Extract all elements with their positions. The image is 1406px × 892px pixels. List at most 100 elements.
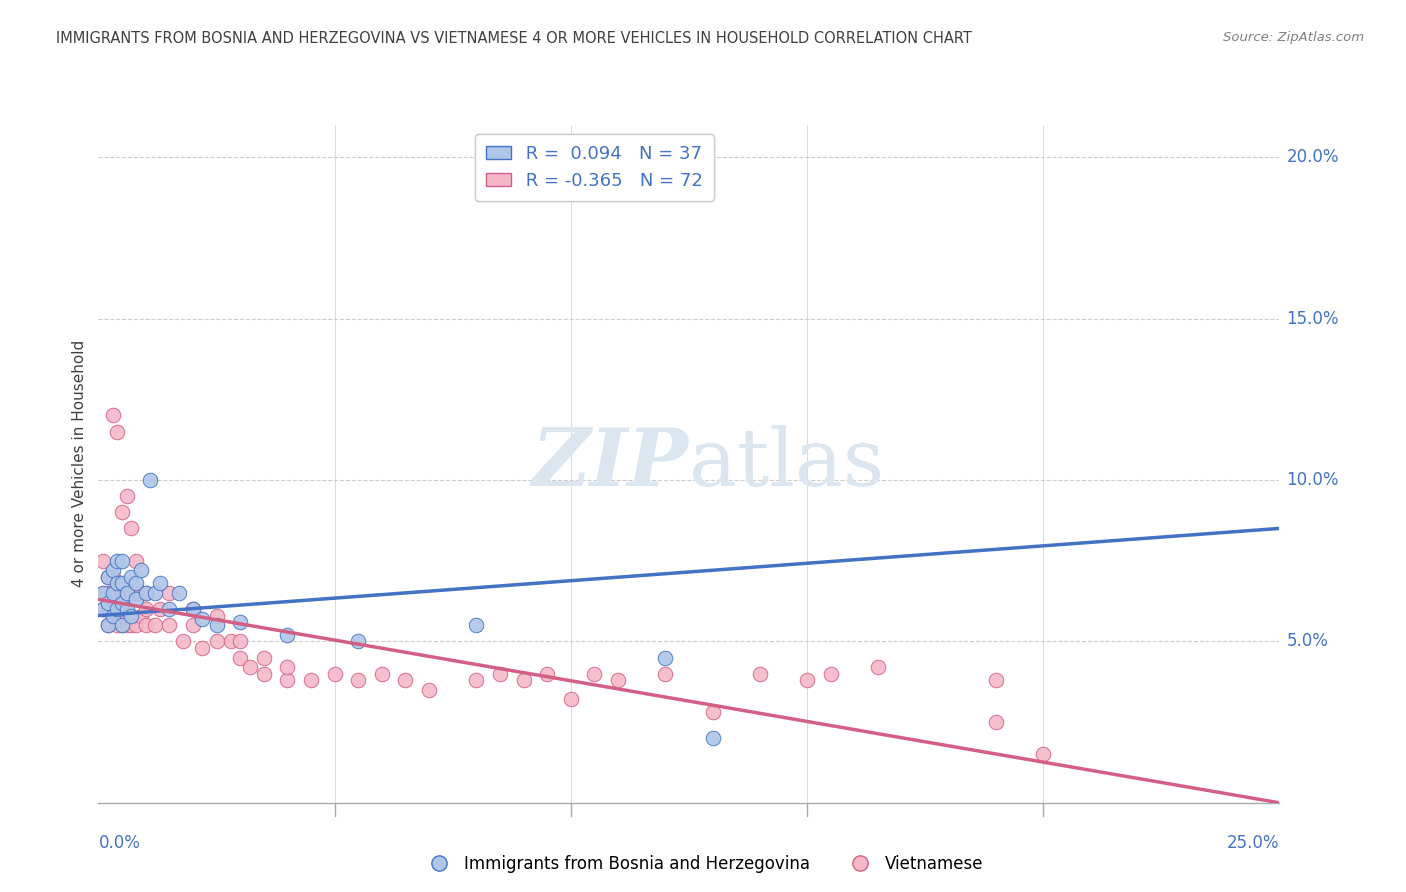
Point (219, 634, 242, 648)
Point (139, 473, 162, 487)
Point (512, 673, 534, 687)
Point (239, 660, 262, 674)
Point (394, 673, 416, 687)
Point (157, 602, 180, 616)
Point (796, 673, 818, 687)
Point (276, 628, 298, 642)
Point (143, 618, 166, 632)
Text: 10.0%: 10.0% (1286, 471, 1339, 489)
Point (347, 673, 370, 687)
Point (101, 608, 124, 623)
Point (143, 586, 166, 600)
Point (115, 618, 138, 632)
Point (111, 586, 134, 600)
Legend:  R =  0.094   N = 37,  R = -0.365   N = 72: R = 0.094 N = 37, R = -0.365 N = 72 (475, 134, 714, 201)
Point (276, 660, 298, 674)
Point (465, 618, 488, 632)
Point (205, 618, 228, 632)
Point (97, 618, 120, 632)
Text: 15.0%: 15.0% (1286, 310, 1339, 327)
Text: atlas: atlas (689, 425, 884, 503)
Point (229, 650, 252, 665)
Point (121, 608, 143, 623)
Point (820, 666, 842, 681)
Point (229, 615, 252, 629)
Point (91, 586, 114, 600)
Point (135, 586, 157, 600)
Point (157, 586, 180, 600)
Point (101, 608, 124, 623)
Point (167, 586, 190, 600)
Point (560, 692, 582, 706)
Point (157, 618, 180, 632)
Point (101, 570, 124, 584)
Point (101, 409, 124, 423)
Point (115, 586, 138, 600)
Point (91, 586, 114, 600)
Point (984, 673, 1007, 687)
Point (105, 554, 128, 568)
Point (276, 673, 298, 687)
Point (121, 618, 143, 632)
Point (91, 602, 114, 616)
Point (181, 602, 204, 616)
Point (135, 618, 157, 632)
Point (371, 666, 394, 681)
Point (97, 618, 120, 632)
Point (125, 586, 148, 600)
Point (1032, 747, 1054, 762)
Point (115, 586, 138, 600)
Text: ZIP: ZIP (531, 425, 689, 502)
Point (748, 666, 770, 681)
Point (866, 660, 889, 674)
Text: Source: ZipAtlas.com: Source: ZipAtlas.com (1223, 31, 1364, 45)
Legend: Immigrants from Bosnia and Herzegovina, Vietnamese: Immigrants from Bosnia and Herzegovina, … (416, 848, 990, 880)
Text: 5.0%: 5.0% (1286, 632, 1329, 650)
Point (125, 618, 148, 632)
Point (149, 576, 172, 591)
Point (654, 666, 676, 681)
Point (97, 602, 120, 616)
Point (97, 570, 120, 584)
Point (125, 576, 148, 591)
Point (97, 596, 120, 610)
Point (125, 592, 148, 607)
Point (181, 602, 204, 616)
Point (149, 602, 172, 616)
Point (111, 505, 134, 519)
Point (97, 586, 120, 600)
Point (654, 650, 676, 665)
Point (129, 608, 152, 623)
Point (101, 586, 124, 600)
Point (129, 586, 152, 600)
Point (111, 576, 134, 591)
Point (97, 570, 120, 584)
Point (101, 563, 124, 577)
Point (702, 731, 724, 746)
Point (111, 602, 134, 616)
Text: 20.0%: 20.0% (1286, 148, 1339, 166)
Point (101, 586, 124, 600)
Point (105, 576, 128, 591)
Point (115, 602, 138, 616)
Point (347, 634, 370, 648)
Point (191, 640, 214, 655)
Point (91, 602, 114, 616)
Point (135, 586, 157, 600)
Point (111, 618, 134, 632)
Point (536, 666, 558, 681)
Point (121, 586, 143, 600)
Point (111, 554, 134, 568)
Point (489, 666, 512, 681)
Point (702, 706, 724, 720)
Point (607, 673, 630, 687)
Point (323, 666, 346, 681)
Point (465, 673, 488, 687)
Point (984, 715, 1007, 730)
Point (115, 489, 138, 503)
Point (583, 666, 606, 681)
Point (229, 634, 252, 648)
Point (129, 563, 152, 577)
Point (181, 618, 204, 632)
Point (299, 673, 322, 687)
